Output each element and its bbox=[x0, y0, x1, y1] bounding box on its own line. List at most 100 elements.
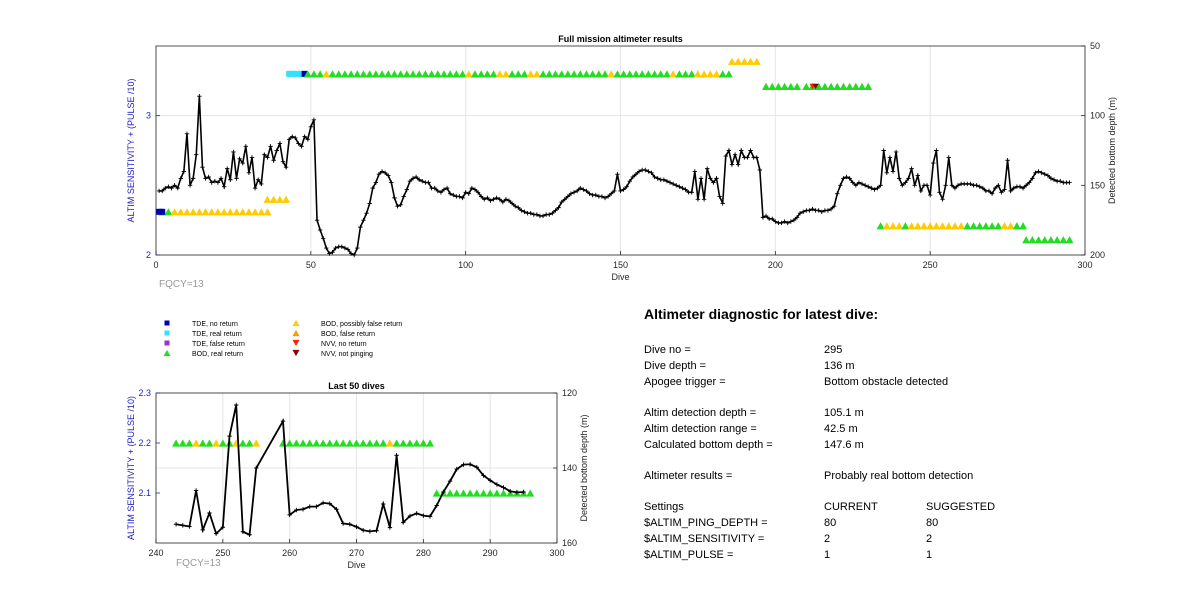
data-point bbox=[980, 185, 986, 191]
bod-real-return-marker bbox=[353, 70, 362, 78]
tde-real-return-legend-label: TDE, real return bbox=[192, 331, 242, 338]
bod-real-return-marker bbox=[299, 439, 308, 447]
data-point bbox=[234, 176, 239, 181]
data-point bbox=[683, 187, 688, 192]
data-point bbox=[943, 183, 948, 188]
bod-possibly-false-return-marker bbox=[938, 222, 947, 230]
bod-real-return-marker bbox=[499, 489, 508, 497]
current-label: CURRENT bbox=[824, 501, 878, 513]
bod-real-return-marker bbox=[486, 489, 495, 497]
bod-real-return-marker bbox=[303, 70, 312, 78]
nvv-no-return-legend-marker bbox=[292, 339, 300, 347]
tde-no-return-legend-marker bbox=[164, 320, 170, 326]
data-point bbox=[173, 522, 179, 527]
data-point bbox=[159, 188, 165, 194]
data-point bbox=[609, 191, 614, 196]
bod-possibly-false-return-marker bbox=[950, 222, 959, 230]
bod-possibly-false-return-marker bbox=[182, 208, 191, 216]
x-tick-label: 50 bbox=[306, 260, 316, 270]
data-point bbox=[501, 485, 506, 490]
dive-no-value: 295 bbox=[824, 344, 843, 356]
data-point bbox=[364, 211, 369, 216]
tde-real-return-marker bbox=[286, 70, 293, 77]
data-point bbox=[760, 215, 766, 220]
nvv-no-return-legend-label: NVV, no return bbox=[321, 341, 367, 348]
data-point bbox=[739, 148, 744, 153]
bod-real-return-marker bbox=[1040, 236, 1049, 244]
y-tick-label: 2.2 bbox=[138, 438, 151, 448]
data-point bbox=[401, 194, 406, 199]
data-point bbox=[494, 195, 499, 201]
data-point bbox=[825, 208, 831, 213]
bod-real-return-marker bbox=[839, 82, 848, 91]
data-point bbox=[890, 169, 896, 174]
data-point bbox=[497, 197, 502, 202]
data-point bbox=[317, 227, 323, 233]
data-point bbox=[562, 197, 567, 202]
data-point bbox=[212, 178, 218, 184]
data-point bbox=[395, 204, 400, 209]
data-point bbox=[989, 191, 995, 196]
data-point bbox=[1067, 180, 1072, 185]
data-point bbox=[745, 155, 750, 160]
data-point bbox=[207, 510, 212, 516]
tde-no-return-legend-label: TDE, no return bbox=[192, 321, 238, 328]
bod-real-return-marker bbox=[774, 82, 783, 91]
bod-possibly-false-return-marker bbox=[752, 57, 761, 65]
data-point bbox=[695, 197, 701, 202]
setting-current: 2 bbox=[824, 533, 831, 545]
data-point bbox=[457, 194, 462, 199]
data-point bbox=[968, 181, 973, 187]
data-point bbox=[661, 177, 667, 182]
depth-line-series bbox=[173, 402, 526, 537]
data-point bbox=[593, 192, 598, 198]
data-point bbox=[432, 185, 437, 191]
bod-possibly-false-return-marker bbox=[263, 195, 272, 203]
data-point bbox=[320, 500, 326, 506]
bod-possibly-false-return-marker bbox=[244, 208, 253, 216]
data-point bbox=[404, 187, 410, 192]
data-point bbox=[887, 155, 893, 160]
data-point bbox=[924, 183, 930, 188]
bod-real-return-marker bbox=[786, 82, 795, 91]
setting-name: $ALTIM_SENSITIVITY = bbox=[644, 533, 765, 545]
bod-possibly-false-return-marker bbox=[232, 208, 241, 216]
bod-possibly-false-return-marker bbox=[926, 222, 935, 230]
bod-real-return-marker bbox=[1046, 236, 1055, 244]
altim-depth-value: 105.1 m bbox=[824, 407, 864, 419]
bod-possibly-false-return-marker bbox=[734, 57, 743, 65]
data-point bbox=[986, 188, 992, 194]
bod-possibly-false-return-marker bbox=[895, 222, 904, 230]
data-point bbox=[643, 167, 648, 173]
data-point bbox=[1005, 158, 1010, 163]
y-axis-label: ALTIM SENSITIVITY + (PULSE /10) bbox=[126, 79, 136, 223]
setting-row-pulse: $ALTIM_PULSE = 1 1 bbox=[644, 547, 1164, 563]
bod-real-return-marker bbox=[399, 439, 408, 447]
data-point bbox=[878, 183, 883, 188]
bod-real-return-marker bbox=[557, 70, 566, 78]
dive-no-label: Dive no = bbox=[644, 344, 691, 356]
data-point bbox=[386, 173, 391, 178]
bod-possibly-false-return-marker bbox=[195, 208, 204, 216]
data-point bbox=[469, 185, 475, 191]
data-point bbox=[254, 465, 259, 471]
data-point bbox=[782, 219, 787, 224]
data-point bbox=[735, 162, 741, 167]
data-point bbox=[900, 183, 905, 188]
bod-real-return-marker bbox=[412, 439, 421, 447]
data-point bbox=[856, 180, 862, 185]
data-point bbox=[178, 176, 183, 181]
bod-real-return-marker bbox=[820, 82, 829, 91]
setting-name: $ALTIM_PING_DEPTH = bbox=[644, 517, 768, 529]
data-point bbox=[234, 402, 239, 408]
data-point bbox=[884, 170, 890, 175]
data-point bbox=[1048, 176, 1054, 181]
tde-false-return-legend-marker bbox=[164, 340, 170, 346]
data-point bbox=[500, 199, 506, 205]
data-point bbox=[487, 478, 493, 483]
data-point bbox=[869, 185, 874, 191]
bod-real-return-marker bbox=[446, 489, 455, 497]
data-point bbox=[324, 245, 329, 251]
bod-real-return-marker bbox=[539, 70, 548, 78]
data-point bbox=[1020, 185, 1026, 191]
